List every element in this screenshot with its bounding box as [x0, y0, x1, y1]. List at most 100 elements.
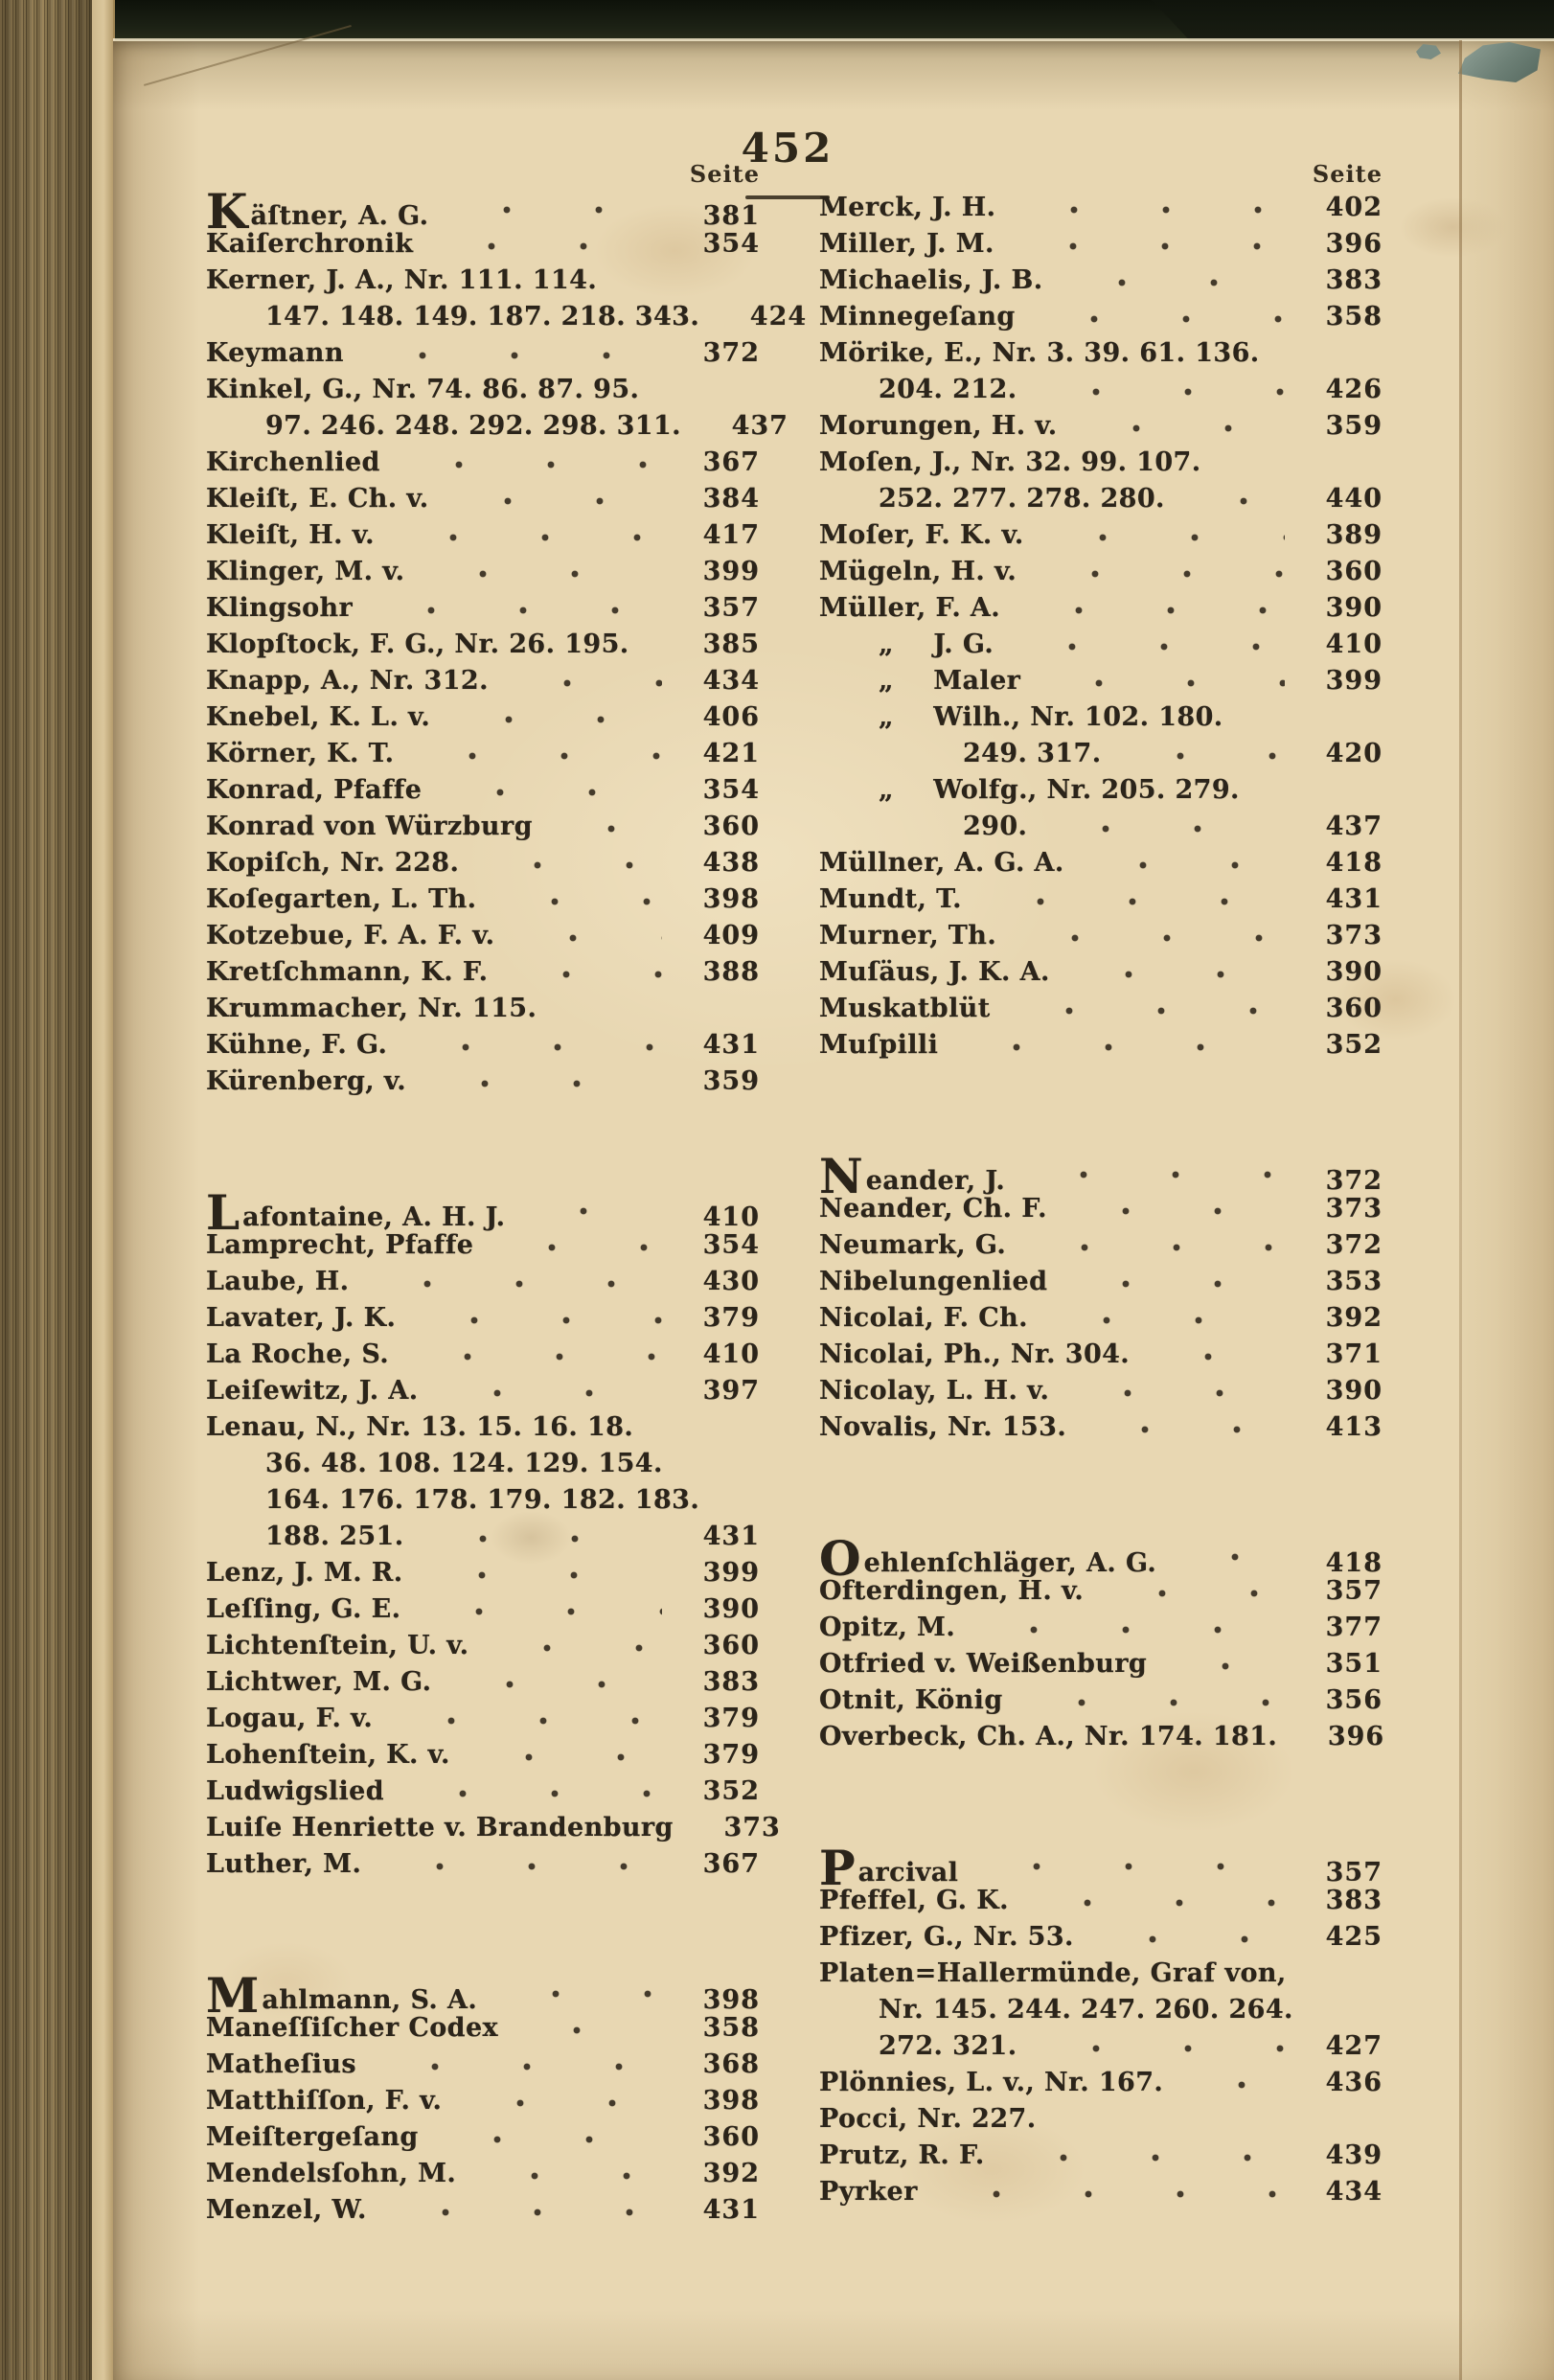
index-entry-line: Mügeln, H. v. 360: [819, 554, 1383, 590]
index-entry-line: Matthiſſon, F. v. 398: [206, 2083, 760, 2119]
entry-text: Kleiſt, H. v.: [206, 520, 375, 550]
entry-page-number: 385: [702, 629, 760, 659]
entry-page-number: 410: [702, 1202, 760, 1232]
entry-text: Parcival: [819, 1840, 959, 1896]
entry-text: Maneſſiſcher Codex: [206, 2013, 499, 2043]
index-entry-line: Novalis, Nr. 153. 413: [819, 1409, 1383, 1446]
entry-page-number: 440: [1325, 484, 1383, 514]
entry-text: „ Wolfg., Nr. 205. 279.: [879, 775, 1240, 805]
entry-text: Nr. 145. 244. 247. 260. 264.: [879, 1995, 1293, 2025]
dot-leader: [1017, 1883, 1285, 1919]
entry-text: Keymann: [206, 338, 344, 368]
index-entry-line: Merck, J. H. 402: [819, 190, 1383, 226]
index-entry-line: Menzel, W. 431: [206, 2192, 760, 2229]
leader-space: [1046, 2101, 1285, 2138]
entry-text: Lichtwer, M. G.: [206, 1667, 432, 1697]
index-entry-line: Kürenberg, v. 359: [206, 1064, 760, 1100]
index-entry-line: Otnit, König 356: [819, 1682, 1383, 1719]
entry-page-number: 354: [702, 229, 760, 259]
index-entry-line: Lenau, N., Nr. 13. 15. 16. 18.: [206, 1409, 760, 1446]
entry-text: 147. 148. 149. 187. 218. 343.: [265, 302, 700, 332]
page-number: 452: [741, 125, 834, 172]
entry-page-number: 390: [1325, 957, 1383, 987]
entry-page-number: 379: [702, 1704, 760, 1733]
leader-space: [1249, 772, 1285, 809]
entry-list: Merck, J. H. 402 Miller, J. M. 396 Michaelis…: [819, 190, 1383, 2210]
entry-page-number: 390: [1325, 1376, 1383, 1406]
entry-page-number: 372: [1325, 1166, 1383, 1196]
dot-leader: [1139, 1337, 1285, 1373]
index-entry-line: 249. 317. 420: [819, 736, 1383, 772]
entry-page-number: 371: [1325, 1339, 1383, 1369]
index-entry-line: Morungen, H. v. 359: [819, 408, 1383, 445]
entry-page-number: 367: [702, 447, 760, 477]
entry-page-number: 398: [702, 2086, 760, 2116]
dot-leader: [427, 2119, 662, 2156]
dot-leader: [1005, 190, 1285, 226]
entry-text: „ J. G.: [879, 629, 994, 659]
dot-leader: [413, 1519, 662, 1555]
index-entry-line: Pfizer, G., Nr. 53. 425: [819, 1919, 1383, 1956]
dot-leader: [971, 881, 1285, 918]
index-column-left: Seite Käſtner, A. G. 381 Kaiſerchronik 354 K…: [206, 159, 806, 2229]
index-entry-line: Mundt, T. 431: [819, 881, 1383, 918]
entry-text: Lavater, J. K.: [206, 1303, 397, 1333]
index-entry-line: Logau, F. v. 379: [206, 1701, 760, 1737]
entry-text: Ludwigslied: [206, 1776, 385, 1806]
entry-page-number: 389: [1325, 520, 1383, 550]
index-entry-line: Kirchenlied 367: [206, 445, 760, 481]
page-fold-line: [1459, 40, 1462, 2380]
dot-leader: [1166, 1537, 1285, 1573]
dot-leader: [926, 2174, 1285, 2210]
dot-leader: [438, 190, 662, 226]
index-entry-line: Nicolai, Ph., Nr. 304. 371: [819, 1337, 1383, 1373]
seite-header: Seite: [689, 160, 760, 188]
dot-leader: [1052, 263, 1285, 299]
index-group-M: Mahlmann, S. A. 398 Maneſſiſcher Codex 358 M…: [206, 1972, 760, 2229]
index-group-P: Parcival 357 Pfeffel, G. K. 383 Pfizer, G., …: [819, 1840, 1383, 2210]
entry-page-number: 399: [702, 1558, 760, 1588]
leader-space: [1233, 699, 1285, 736]
dot-leader: [541, 809, 662, 845]
index-entry-line: Lohenſtein, K. v. 379: [206, 1737, 760, 1774]
index-entry-line: 147. 148. 149. 187. 218. 343. 424: [206, 299, 806, 335]
dot-leader: [376, 2192, 662, 2229]
index-entry-line: Körner, K. T. 421: [206, 736, 760, 772]
dot-leader: [1016, 1227, 1285, 1264]
entry-page-number: 352: [1325, 1030, 1383, 1060]
index-entry-line: Lafontaine, A. H. J. 410: [206, 1189, 760, 1237]
index-entry-line: Moſer, F. K. v. 389: [819, 517, 1383, 554]
index-entry-line: 290. 437: [819, 809, 1383, 845]
entry-page-number: 373: [723, 1813, 781, 1842]
ornate-initial: L: [206, 1184, 241, 1241]
index-entry-line: 164. 176. 178. 179. 182. 183.: [206, 1482, 760, 1519]
entry-text: Nicolai, Ph., Nr. 304.: [819, 1339, 1131, 1369]
entry-page-number: 431: [702, 1030, 760, 1060]
entry-text: Muskatblüt: [819, 994, 991, 1023]
entry-page-number: 410: [702, 1339, 760, 1369]
entry-page-number: 392: [1325, 1303, 1383, 1333]
entry-page-number: 424: [749, 302, 808, 332]
index-entry-line: Konrad, Pfaffe 354: [206, 772, 760, 809]
index-entry-line: Lenz, J. M. R. 399: [206, 1555, 760, 1591]
index-entry-line: Muſäus, J. K. A. 390: [819, 954, 1383, 991]
entry-text: Morungen, H. v.: [819, 411, 1058, 441]
entry-page-number: 360: [1325, 557, 1383, 586]
index-entry-line: Mörike, E., Nr. 3. 39. 61. 136.: [819, 335, 1383, 372]
index-entry-line: Klinger, M. v. 399: [206, 554, 760, 590]
entry-text: 252. 277. 278. 280.: [879, 484, 1165, 514]
index-entry-line: Knebel, K. L. v. 406: [206, 699, 760, 736]
entry-text: 188. 251.: [265, 1522, 404, 1551]
entry-page-number: 372: [1325, 1230, 1383, 1260]
index-group-L: Lafontaine, A. H. J. 410 Lamprecht, Pfaffe…: [206, 1189, 780, 1883]
entry-text: Pyrker: [819, 2177, 918, 2207]
entry-page-number: 409: [702, 921, 760, 950]
index-entry-line: Kotzebue, F. A. F. v. 409: [206, 918, 760, 954]
page-number-rule: [745, 195, 830, 199]
entry-text: Ofterdingen, H. v.: [819, 1576, 1085, 1606]
dot-leader: [389, 445, 662, 481]
entry-page-number: 356: [1325, 1685, 1383, 1715]
entry-text: Kürenberg, v.: [206, 1066, 407, 1096]
entry-page-number: 354: [702, 1230, 760, 1260]
entry-text: Nicolay, L. H. v.: [819, 1376, 1050, 1406]
